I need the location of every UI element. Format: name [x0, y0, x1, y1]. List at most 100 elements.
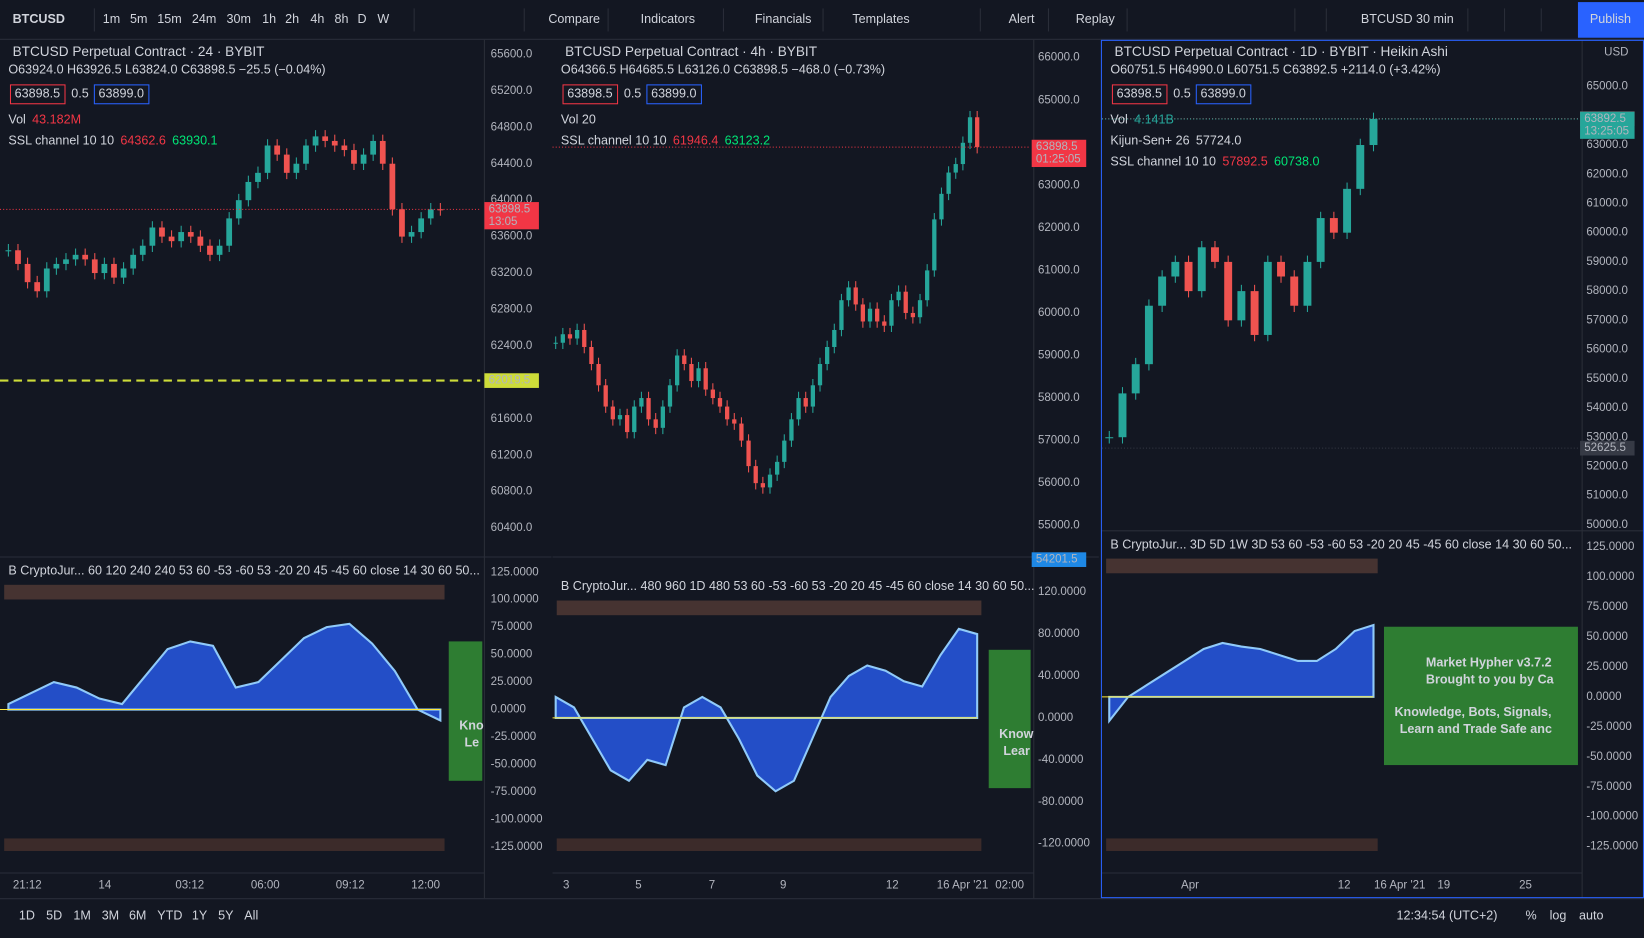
bid-box[interactable] [1111, 84, 1168, 105]
candle [197, 236, 204, 246]
candle [639, 398, 644, 407]
ohlc: O64366.5 H64685.5 L63126.0 C63898.5 −468… [561, 63, 885, 77]
layout-symbol[interactable]: BTCUSD 30 min [1361, 12, 1454, 26]
time-tick-label: 03:12 [175, 880, 204, 892]
bid[interactable]: 63898.5 [567, 87, 612, 101]
info-text: Knowledge, Bots, Signals, [1394, 705, 1551, 719]
toolbar-item[interactable]: Replay [1076, 12, 1116, 26]
ask[interactable]: 63899.0 [99, 87, 144, 101]
info-box [1383, 626, 1578, 766]
interval[interactable]: 1m [103, 12, 120, 26]
ask-box[interactable] [93, 84, 150, 105]
price-tick-label: 64400.0 [491, 158, 533, 170]
bid-box[interactable] [562, 84, 619, 105]
legend-row: SSL channel 10 10 61946.4 63123.2 [561, 134, 770, 148]
scale-option[interactable]: % [1526, 908, 1537, 922]
candle [582, 329, 587, 347]
candle [889, 300, 894, 326]
interval[interactable]: 30m [226, 12, 250, 26]
range[interactable]: 5D [46, 908, 62, 922]
price-tag-label: 62019.5 [489, 375, 531, 387]
oscillator-tick-label: -40.0000 [1038, 754, 1083, 766]
range[interactable]: 1D [19, 908, 35, 922]
toolbar-item[interactable]: Compare [548, 12, 600, 26]
price-tag [1580, 440, 1635, 456]
legend-value: 4.141B [1134, 113, 1174, 127]
info-text: Know [999, 727, 1033, 741]
price-tag-label: 52625.5 [1584, 442, 1626, 454]
candle [753, 466, 758, 484]
range[interactable]: 5Y [218, 908, 234, 922]
interval[interactable]: W [377, 12, 389, 26]
range[interactable]: YTD [157, 908, 182, 922]
range[interactable]: 3M [102, 908, 119, 922]
interval[interactable]: 5m [130, 12, 147, 26]
candle [82, 254, 89, 260]
candle [853, 287, 858, 305]
price-tag [1031, 552, 1087, 567]
interval[interactable]: 4h [310, 12, 324, 26]
time-tick-label: 09:12 [336, 880, 365, 892]
candle [817, 364, 823, 386]
range[interactable]: 6M [129, 908, 146, 922]
toolbar-item[interactable]: Templates [852, 12, 909, 26]
candle [717, 398, 723, 407]
oscillator-tick-label: -25.0000 [1586, 721, 1631, 733]
toolbar-item[interactable]: Alert [1009, 12, 1035, 26]
interval[interactable]: 1h [262, 12, 276, 26]
range[interactable]: 1Y [192, 908, 208, 922]
oscillator-strip [1106, 558, 1378, 574]
candle [932, 219, 937, 271]
interval[interactable]: 8h [334, 12, 348, 26]
interval[interactable]: 15m [157, 12, 181, 26]
oscillator-tick-label: 100.0000 [491, 594, 539, 606]
candle [682, 355, 687, 365]
candle [553, 342, 558, 344]
toolbar-item[interactable]: Financials [755, 12, 812, 26]
info-box [448, 641, 483, 781]
scale-option[interactable]: auto [1579, 908, 1603, 922]
time-tick-label: 06:00 [251, 880, 280, 892]
candle [1158, 276, 1167, 306]
candle [775, 461, 780, 475]
candle [624, 415, 630, 433]
ask-box[interactable] [1195, 84, 1252, 105]
candle [255, 172, 261, 182]
interval[interactable]: 2h [285, 12, 299, 26]
ask-box[interactable] [646, 84, 702, 105]
candle [303, 145, 309, 164]
bid[interactable]: 63898.5 [1117, 87, 1162, 101]
price-tick-label: 63600.0 [491, 231, 533, 243]
toolbar-item[interactable]: Indicators [641, 12, 695, 26]
range[interactable]: 1M [73, 908, 90, 922]
candle [867, 308, 873, 322]
bid[interactable]: 63898.5 [15, 87, 60, 101]
candle [846, 287, 851, 301]
candle [603, 385, 608, 407]
publish-label[interactable]: Publish [1590, 12, 1631, 26]
publish-button[interactable] [1577, 2, 1644, 38]
ask[interactable]: 63899.0 [651, 87, 696, 101]
candle [178, 232, 185, 242]
candle [710, 389, 715, 399]
scale-option[interactable]: log [1550, 908, 1567, 922]
bid-box[interactable] [9, 84, 66, 105]
interval[interactable]: D [358, 12, 367, 26]
candle [1263, 261, 1272, 335]
candle [946, 172, 951, 194]
legend-row: Vol 4.141B [1110, 113, 1174, 127]
oscillator-tick-label: -80.0000 [1038, 796, 1083, 808]
ask[interactable]: 63899.0 [1200, 87, 1245, 101]
legend-name: SSL channel 10 10 [1110, 155, 1216, 169]
candle [839, 300, 844, 330]
interval[interactable]: 24m [192, 12, 216, 26]
symbol[interactable]: BTCUSD [13, 12, 65, 26]
clock: 12:34:54 (UTC+2) [1397, 908, 1498, 922]
price-tick-label: 60800.0 [491, 486, 533, 498]
candle [120, 268, 127, 278]
price-tick-label: 57000.0 [1586, 314, 1628, 326]
candle [312, 136, 319, 146]
candle [903, 291, 908, 313]
range[interactable]: All [244, 908, 258, 922]
oscillator-area [7, 622, 442, 723]
